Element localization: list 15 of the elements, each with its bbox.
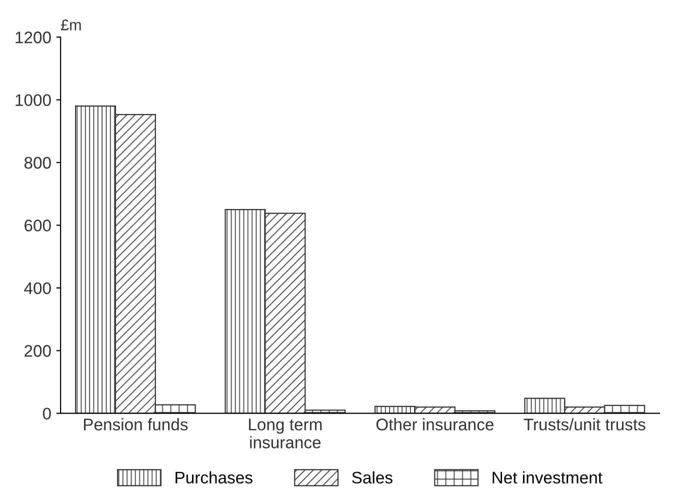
y-axis-title: £m bbox=[61, 20, 81, 30]
x-tick-label: Pension funds bbox=[84, 418, 188, 430]
y-tick-label: 1200 bbox=[16, 32, 51, 44]
legend-label: Sales bbox=[352, 471, 392, 484]
legend-label: Net investment bbox=[492, 471, 602, 484]
y-tick-label: 400 bbox=[24, 282, 51, 294]
y-tick-label: 0 bbox=[42, 408, 51, 420]
legend-label: Purchases bbox=[176, 471, 252, 484]
y-tick-label: 200 bbox=[24, 345, 51, 357]
x-tick-label: Long term insurance bbox=[249, 418, 322, 448]
x-tick-label: Other insurance bbox=[376, 418, 494, 430]
y-tick-label: 800 bbox=[24, 156, 51, 169]
x-tick-label: Trusts/unit trusts bbox=[524, 418, 646, 430]
y-tick-label: 600 bbox=[24, 220, 51, 232]
y-tick-label: 1000 bbox=[16, 94, 51, 106]
